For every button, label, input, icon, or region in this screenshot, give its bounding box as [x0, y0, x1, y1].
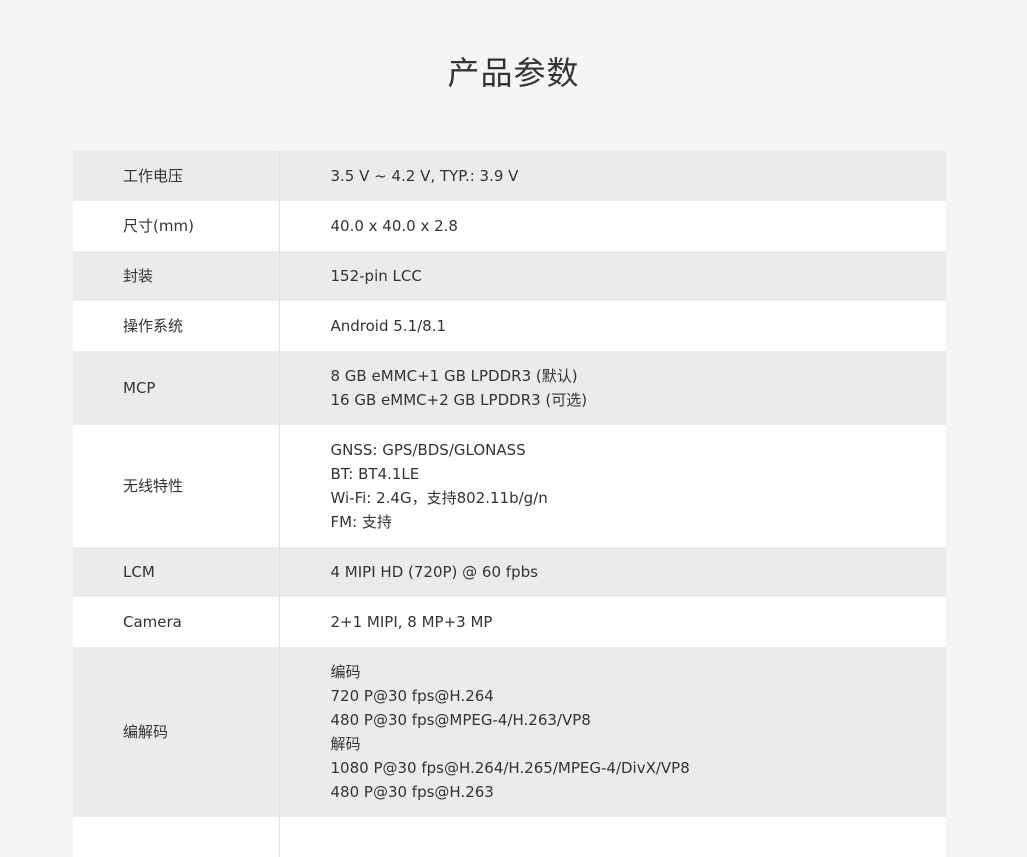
spec-value: 编码 720 P@30 fps@H.264 480 P@30 fps@MPEG-4/… — [279, 647, 946, 817]
spec-value-line: Android 5.1/8.1 — [330, 317, 447, 335]
spec-value-line: 解码 — [330, 735, 361, 753]
spec-row: Camera 2+1 MIPI, 8 MP+3 MP — [73, 597, 946, 647]
spec-row: MCP 8 GB eMMC+1 GB LPDDR3 (默认) 16 GB eMMC+… — [73, 351, 946, 425]
spec-value-line: FM: 支持 — [330, 513, 392, 531]
spec-value-line: 编码 — [330, 663, 361, 681]
spec-label: MCP — [73, 351, 280, 425]
spec-value-line: 40.0 x 40.0 x 2.8 — [330, 217, 458, 235]
spec-label: Camera — [73, 597, 280, 647]
spec-value: 4 MIPI HD (720P) @ 60 fpbs — [279, 547, 946, 597]
spec-value: Android 5.1/8.1 — [279, 301, 946, 351]
spec-value-line: 2+1 MIPI, 8 MP+3 MP — [330, 613, 493, 631]
spec-label: LCM — [73, 547, 280, 597]
spec-value: 152-pin LCC — [279, 251, 946, 301]
page-title: 产品参数 — [447, 54, 580, 92]
spec-value: 2+1 MIPI, 8 MP+3 MP — [279, 597, 946, 647]
spec-value: 3.5 V ~ 4.2 V, TYP.: 3.9 V — [279, 151, 946, 201]
spec-row: LCM 4 MIPI HD (720P) @ 60 fpbs — [73, 547, 946, 597]
spec-label: 工作电压 — [73, 151, 280, 201]
spec-value-line: 720 P@30 fps@H.264 — [330, 687, 494, 705]
spec-value-line: 480 P@30 fps@H.263 — [330, 783, 494, 801]
spec-row: 尺寸(mm) 40.0 x 40.0 x 2.8 — [73, 201, 946, 251]
spec-value — [279, 817, 946, 857]
spec-value-line: 1080 P@30 fps@H.264/H.265/MPEG-4/DivX/VP… — [330, 759, 690, 777]
spec-label: 封装 — [73, 251, 280, 301]
spec-value-line: 3.5 V ~ 4.2 V, TYP.: 3.9 V — [330, 167, 519, 185]
spec-row: 封装 152-pin LCC — [73, 251, 946, 301]
spec-value-line: 152-pin LCC — [330, 267, 422, 285]
spec-label: 无线特性 — [73, 425, 280, 547]
spec-row: 无线特性 GNSS: GPS/BDS/GLONASS BT: BT4.1LE Wi-F… — [73, 425, 946, 547]
spec-row: 编解码 编码 720 P@30 fps@H.264 480 P@30 fps@MPEG… — [73, 647, 946, 817]
spec-label: 编解码 — [73, 647, 280, 817]
spec-value: 8 GB eMMC+1 GB LPDDR3 (默认) 16 GB eMMC+2 G… — [279, 351, 946, 425]
spec-label: 操作系统 — [73, 301, 280, 351]
spec-value-line: 16 GB eMMC+2 GB LPDDR3 (可选) — [330, 391, 588, 409]
spec-value-line: BT: BT4.1LE — [330, 465, 420, 483]
spec-label — [73, 817, 280, 857]
spec-label: 尺寸(mm) — [73, 201, 280, 251]
spec-value-line: 4 MIPI HD (720P) @ 60 fpbs — [330, 563, 538, 581]
spec-table: 工作电压 3.5 V ~ 4.2 V, TYP.: 3.9 V 尺寸(mm) 40.0… — [73, 151, 946, 857]
spec-value: 40.0 x 40.0 x 2.8 — [279, 201, 946, 251]
spec-value-line: 480 P@30 fps@MPEG-4/H.263/VP8 — [330, 711, 591, 729]
spec-value: GNSS: GPS/BDS/GLONASS BT: BT4.1LE Wi-Fi: 2… — [279, 425, 946, 547]
spec-row: 操作系统 Android 5.1/8.1 — [73, 301, 946, 351]
spec-row: 工作电压 3.5 V ~ 4.2 V, TYP.: 3.9 V — [73, 151, 946, 201]
spec-row — [73, 817, 946, 857]
spec-value-line: 8 GB eMMC+1 GB LPDDR3 (默认) — [330, 367, 578, 385]
spec-value-line: Wi-Fi: 2.4G，支持802.11b/g/n — [330, 489, 548, 507]
spec-value-line: GNSS: GPS/BDS/GLONASS — [330, 441, 526, 459]
